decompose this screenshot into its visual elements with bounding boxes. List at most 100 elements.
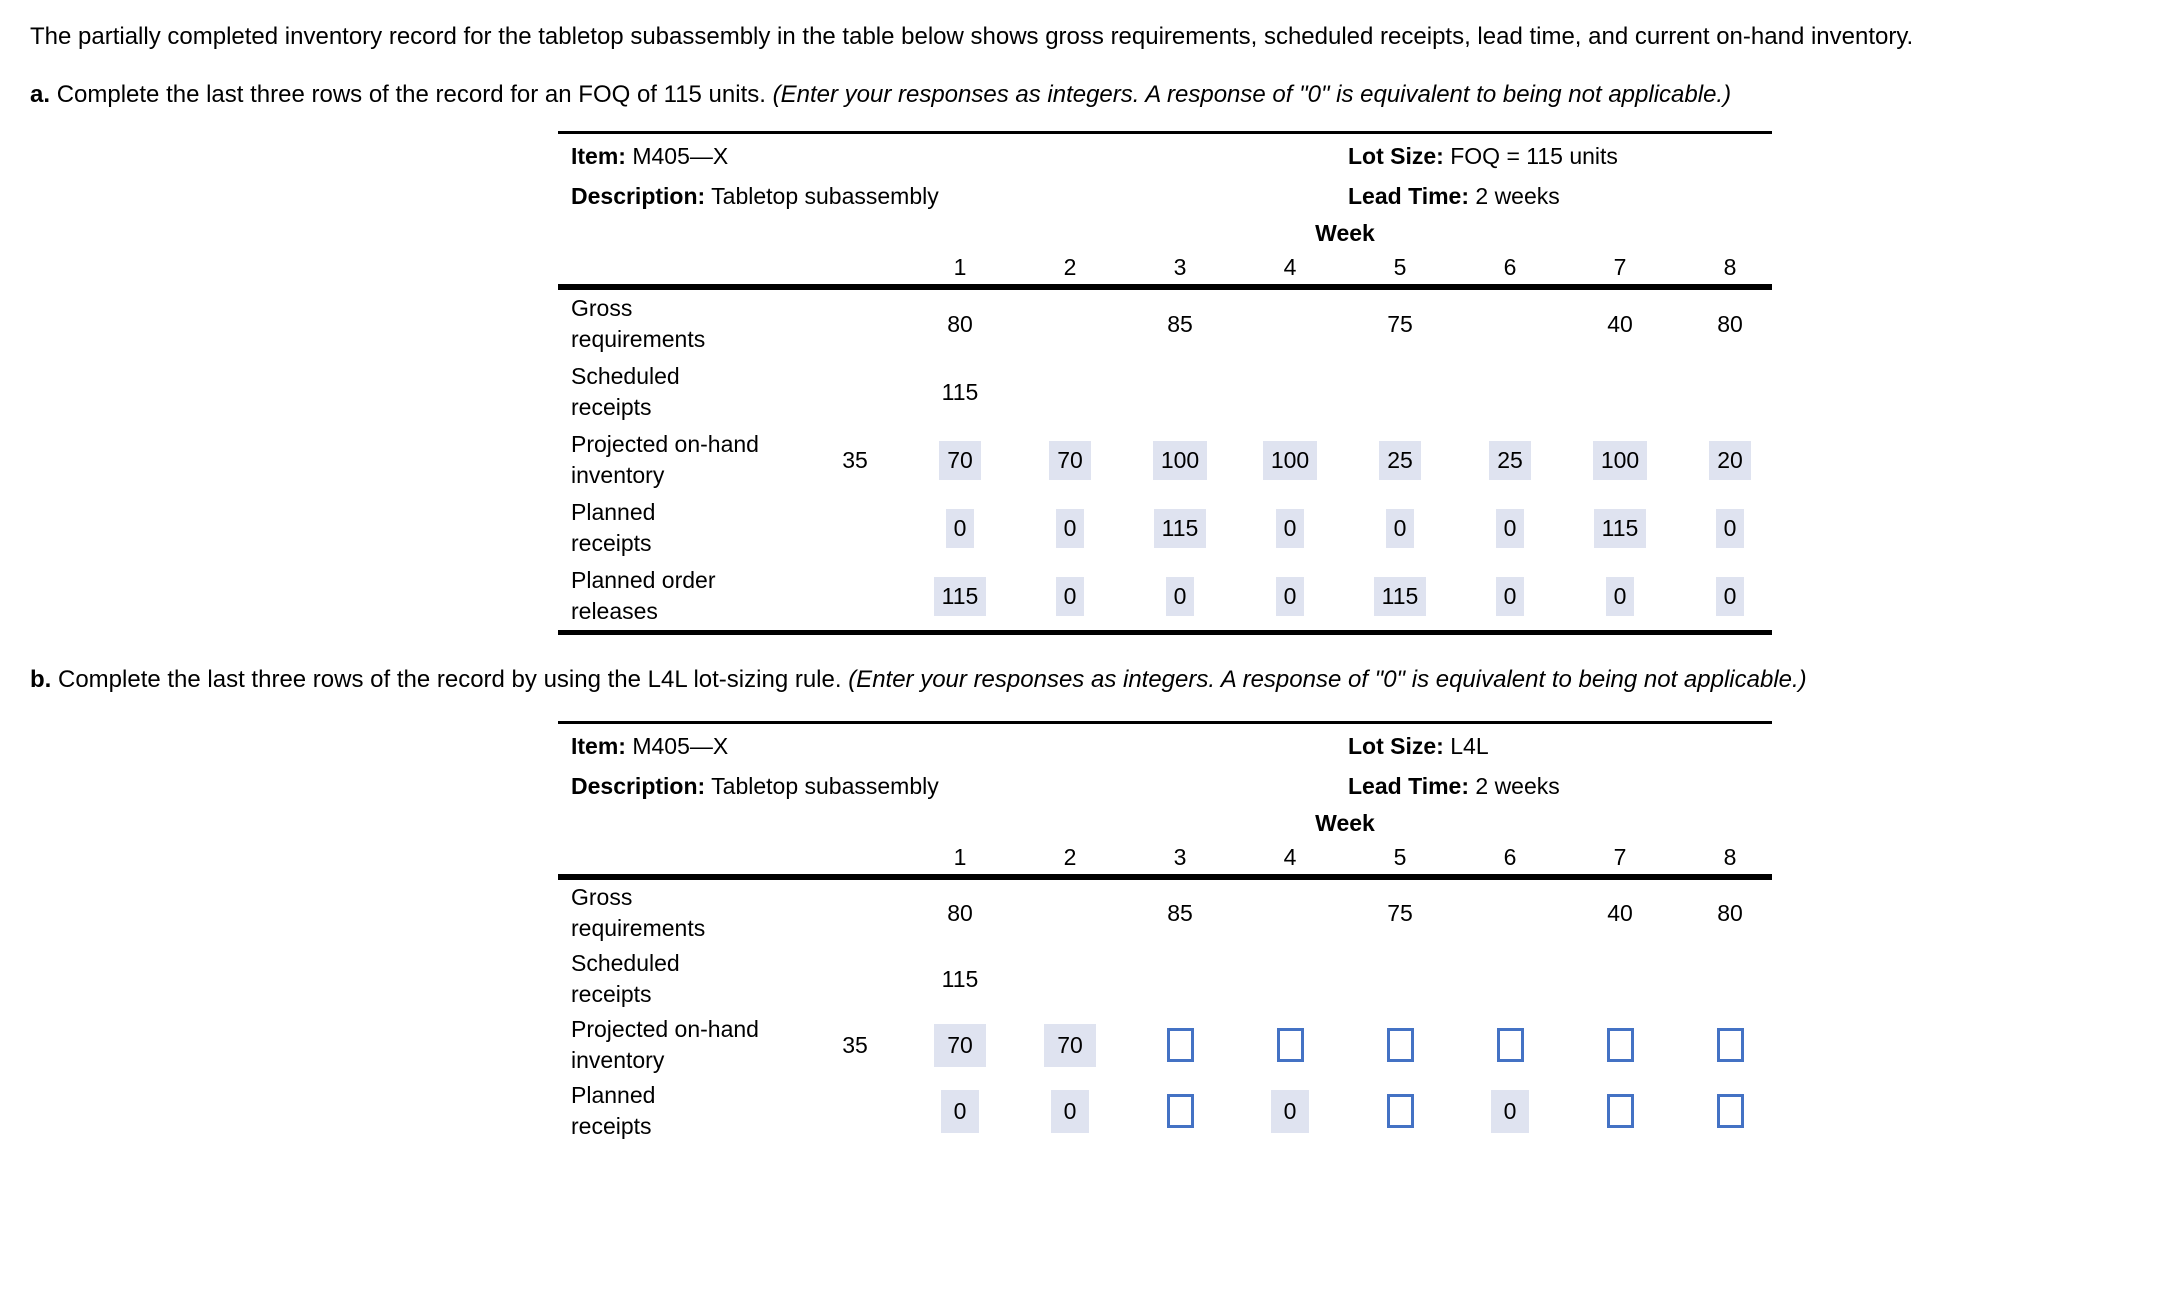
week-cell-1: 115 (905, 576, 1015, 616)
answer-cell-filled[interactable]: 115 (1373, 576, 1427, 616)
answer-cell-filled[interactable]: 100 (1152, 440, 1208, 480)
given-value: 85 (1167, 899, 1193, 926)
row-label: Planned receipts (558, 1080, 805, 1142)
answer-cell-filled[interactable]: 70 (1049, 440, 1091, 480)
week-cell-3: 100 (1125, 440, 1235, 480)
row-label-line: requirements (571, 326, 706, 352)
answer-cell-filled[interactable]: 0 (1495, 576, 1525, 616)
week-number-7: 7 (1613, 843, 1627, 870)
given-value: 80 (947, 310, 973, 337)
week-number-8: 8 (1723, 843, 1737, 870)
record-body: Gross requirements 80 85 75 40 80 Scheduled rece… (558, 290, 1772, 635)
answer-cell-filled[interactable]: 115 (1593, 508, 1647, 548)
row-label-line: Gross (571, 884, 633, 910)
row-label-line: receipts (571, 981, 652, 1007)
row-label: Planned order releases (558, 565, 805, 627)
lead-time-label: Lead Time: (1348, 773, 1469, 799)
answer-cell-filled[interactable]: 0 (1385, 508, 1415, 548)
answer-cell-filled[interactable]: 0 (1605, 576, 1635, 616)
answer-cell-filled[interactable]: 0 (1715, 576, 1745, 616)
lead-time-label: Lead Time: (1348, 183, 1469, 209)
week-cell-8: 80 (1675, 900, 1785, 927)
answer-input-box[interactable] (1386, 1028, 1414, 1062)
answer-cell-filled[interactable]: 25 (1489, 440, 1531, 480)
week-cell-7: 100 (1565, 440, 1675, 480)
week-header: Week (1315, 810, 1375, 836)
spacer (558, 804, 805, 840)
answer-input-box[interactable] (1606, 1094, 1634, 1128)
given-value: 40 (1607, 310, 1633, 337)
answer-input-box[interactable] (1716, 1094, 1744, 1128)
answer-input-box[interactable] (1166, 1094, 1194, 1128)
record-header-line-1: Item: M405—X Lot Size: L4L (558, 724, 1772, 764)
answer-cell-filled[interactable]: 0 (1715, 508, 1745, 548)
answer-cell-filled[interactable]: 100 (1592, 440, 1648, 480)
part-b-instruction: b. Complete the last three rows of the r… (30, 663, 1807, 697)
lot-size-field: Lot Size: L4L (1348, 733, 1489, 760)
answer-cell-filled[interactable]: 0 (1275, 508, 1305, 548)
table-row: Scheduled receipts 115 (558, 358, 1772, 426)
answer-input-box[interactable] (1386, 1094, 1414, 1128)
answer-cell-filled[interactable]: 20 (1709, 440, 1751, 480)
answer-cell-filled[interactable]: 0 (1490, 1089, 1530, 1133)
answer-input-box[interactable] (1716, 1028, 1744, 1062)
lead-time-field: Lead Time: 2 weeks (1348, 183, 1560, 210)
table-row: Gross requirements 80 85 75 40 80 (558, 880, 1772, 946)
week-cell-8 (1675, 1028, 1785, 1062)
week-cell-1: 80 (905, 311, 1015, 338)
week-cell-5: 75 (1345, 311, 1455, 338)
answer-input-box[interactable] (1166, 1028, 1194, 1062)
lot-size-label: Lot Size: (1348, 143, 1444, 169)
week-number-4: 4 (1283, 843, 1297, 870)
spacer (805, 840, 905, 874)
answer-cell-filled[interactable]: 0 (1050, 1089, 1090, 1133)
week-number-3: 3 (1173, 843, 1187, 870)
part-b-text: Complete the last three rows of the reco… (58, 666, 842, 693)
answer-input-box[interactable] (1276, 1028, 1304, 1062)
answer-cell-filled[interactable]: 115 (933, 576, 987, 616)
given-value: 115 (941, 965, 979, 992)
week-cell-1: 0 (905, 508, 1015, 548)
table-row: Planned order releases 115 0 0 0 115 0 0 0 (558, 562, 1772, 630)
given-value: 40 (1607, 899, 1633, 926)
week-cell-5: 75 (1345, 900, 1455, 927)
initial-on-hand-value: 35 (842, 1031, 868, 1058)
week-number-1: 1 (953, 843, 967, 870)
answer-cell-filled[interactable]: 25 (1379, 440, 1421, 480)
answer-cell-filled[interactable]: 0 (1055, 508, 1085, 548)
week-cell-6 (1455, 1028, 1565, 1062)
answer-cell-filled[interactable]: 70 (934, 1023, 986, 1067)
spacer (558, 214, 805, 250)
week-number-7: 7 (1613, 253, 1627, 280)
answer-input-box[interactable] (1606, 1028, 1634, 1062)
intro-sentence: The partially completed inventory record… (30, 23, 1914, 50)
inventory-record-l4l-table: Item: M405—X Lot Size: L4L Description: Ta… (558, 721, 1772, 1144)
answer-cell-filled[interactable]: 115 (1153, 508, 1207, 548)
week-cell-6: 0 (1455, 508, 1565, 548)
week-number-2: 2 (1063, 253, 1077, 280)
week-number-3: 3 (1173, 253, 1187, 280)
table-row: Projected on-hand inventory 35 70 70 (558, 1012, 1772, 1078)
answer-cell-filled[interactable]: 70 (939, 440, 981, 480)
answer-cell-filled[interactable]: 100 (1262, 440, 1318, 480)
row-label-line: Projected on-hand (571, 431, 759, 457)
answer-cell-filled[interactable]: 70 (1044, 1023, 1096, 1067)
answer-cell-filled[interactable]: 0 (1275, 576, 1305, 616)
week-cell-4: 0 (1235, 576, 1345, 616)
spacer (805, 214, 905, 250)
answer-cell-filled[interactable]: 0 (1495, 508, 1525, 548)
answer-cell-filled[interactable]: 0 (1270, 1089, 1310, 1133)
table-row: Planned receipts 0 0 0 0 (558, 1078, 1772, 1144)
given-value: 75 (1387, 310, 1413, 337)
row-label-line: receipts (571, 530, 652, 556)
week-cell-8: 80 (1675, 311, 1785, 338)
answer-input-box[interactable] (1496, 1028, 1524, 1062)
record-body: Gross requirements 80 85 75 40 80 Scheduled rece… (558, 880, 1772, 1144)
answer-cell-filled[interactable]: 0 (945, 508, 975, 548)
description-field: Description: Tabletop subassembly (571, 773, 939, 800)
answer-cell-filled[interactable]: 0 (940, 1089, 980, 1133)
answer-cell-filled[interactable]: 0 (1165, 576, 1195, 616)
table-row: Projected on-hand inventory 35 70 70 100 100 25… (558, 426, 1772, 494)
week-cell-3: 0 (1125, 576, 1235, 616)
answer-cell-filled[interactable]: 0 (1055, 576, 1085, 616)
